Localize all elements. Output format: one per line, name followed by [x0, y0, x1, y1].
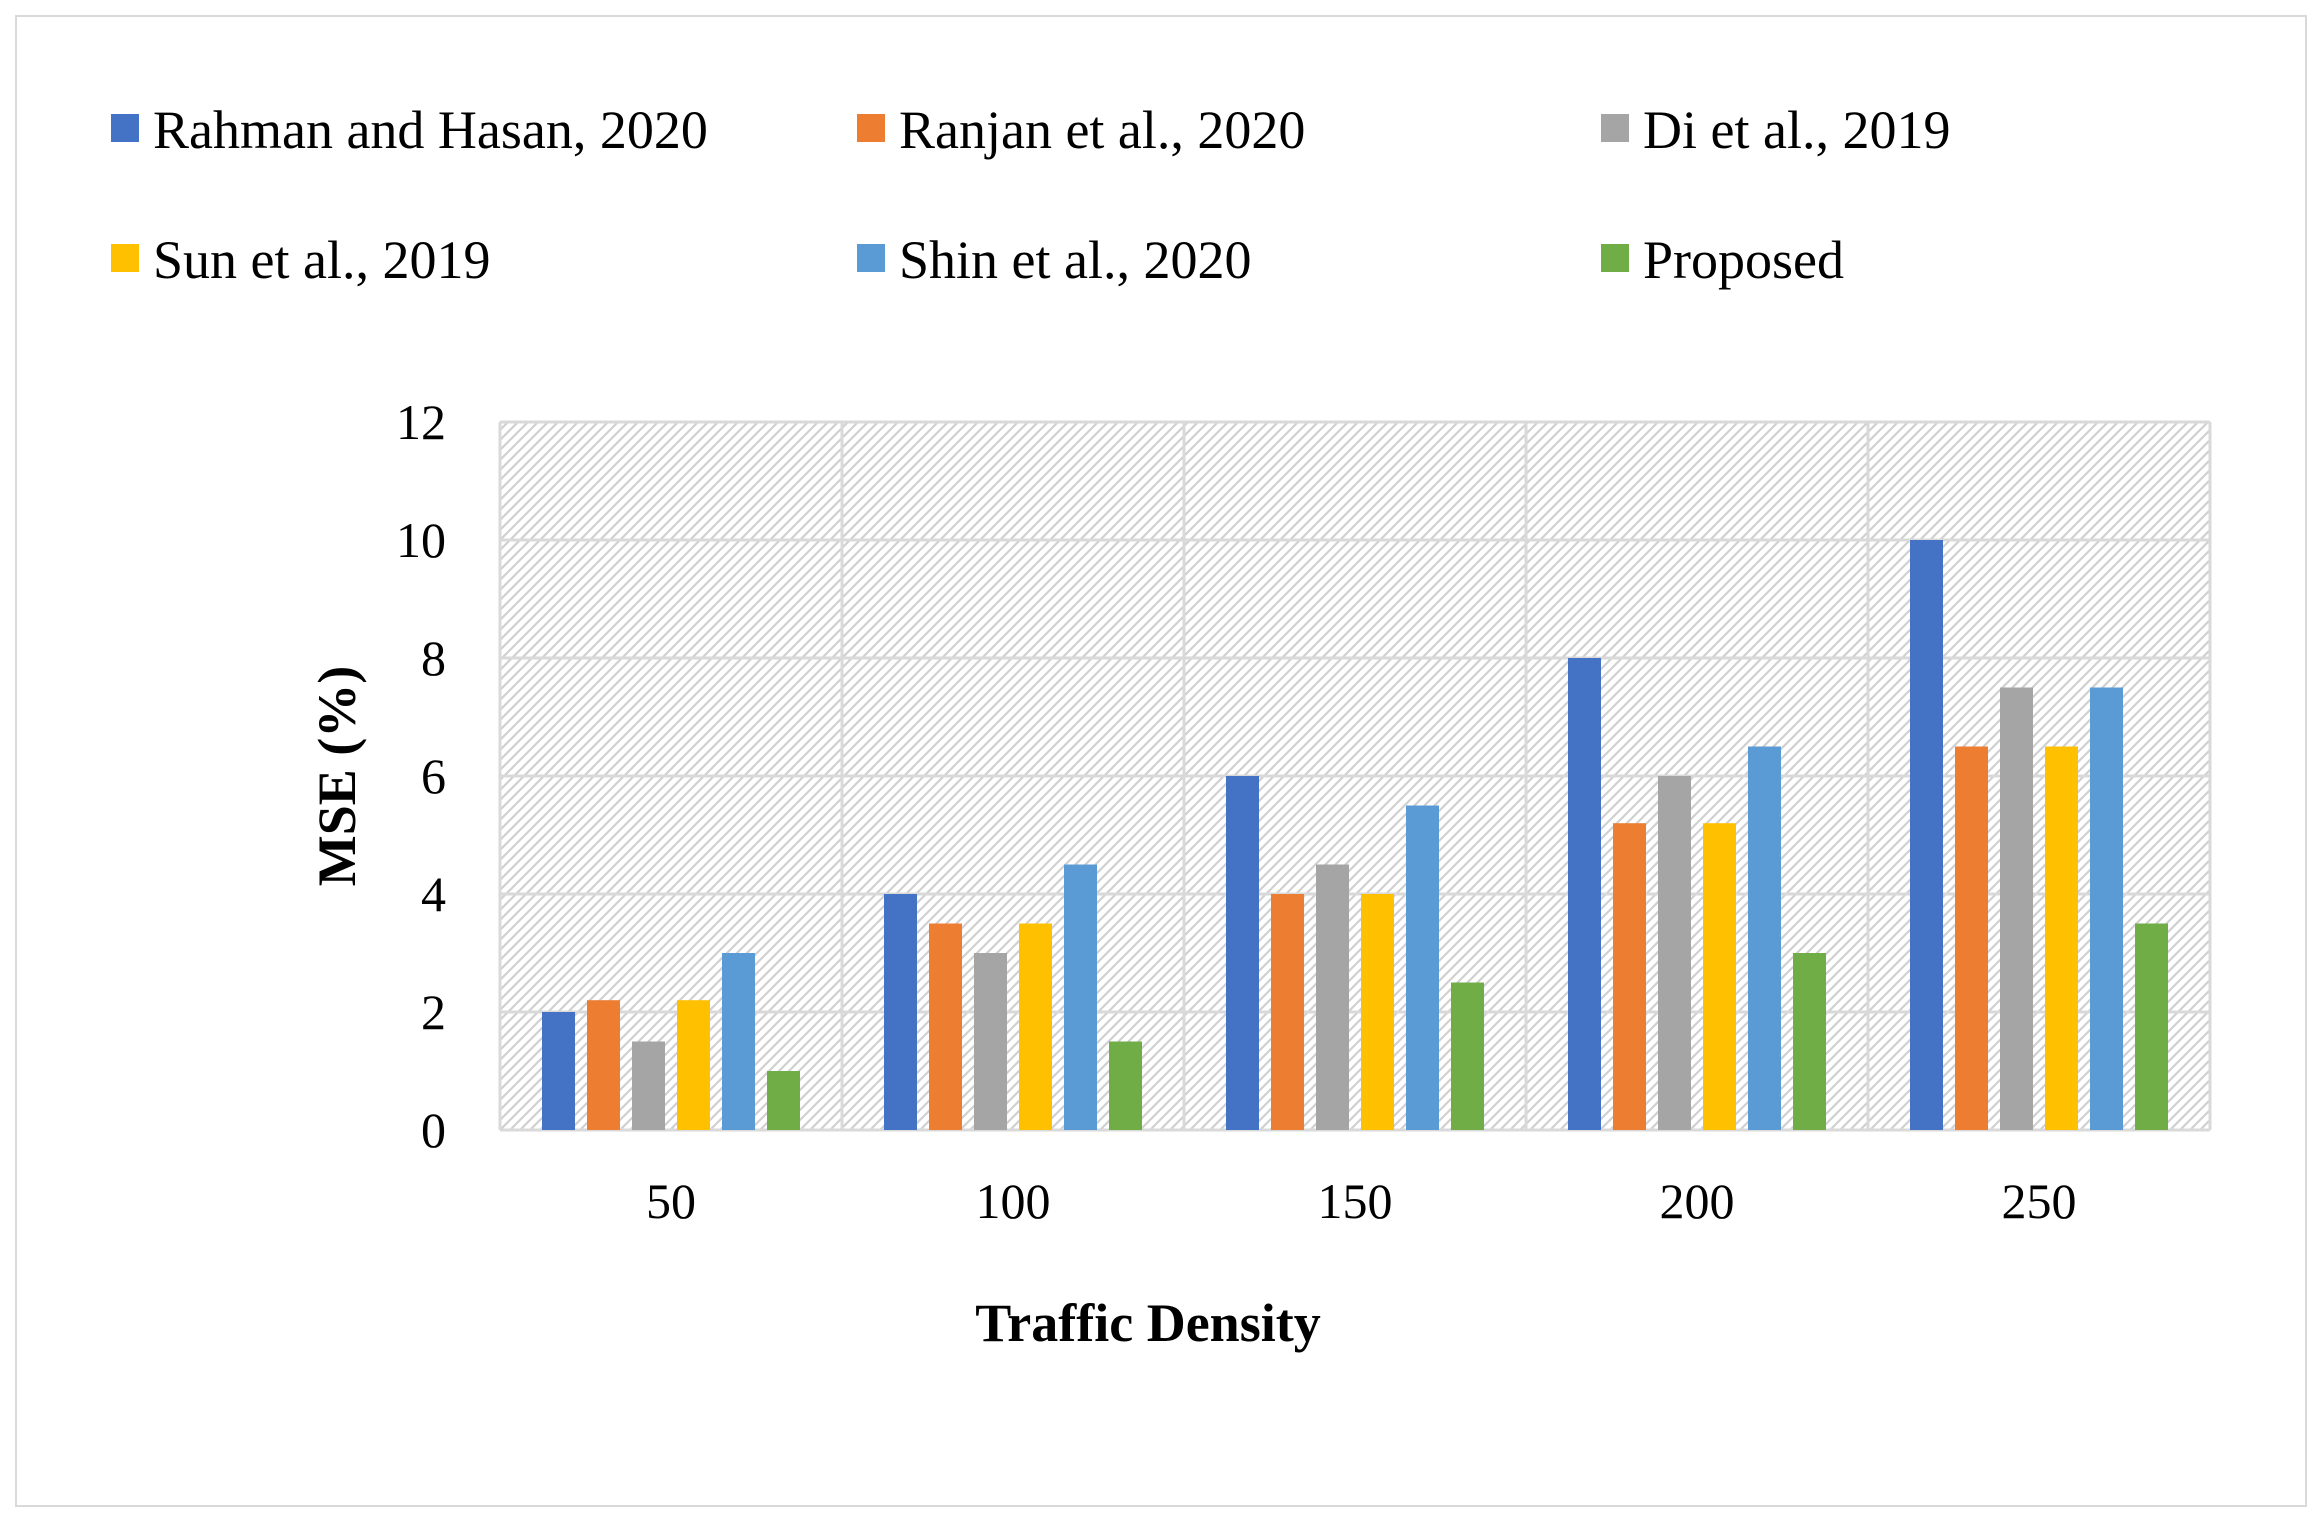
- bar: [722, 953, 755, 1130]
- legend-label: Rahman and Hasan, 2020: [153, 100, 708, 160]
- bar: [1019, 923, 1052, 1130]
- legend-item: Proposed: [1601, 230, 1844, 290]
- legend-swatch: [111, 244, 139, 272]
- x-tick-label: 100: [976, 1173, 1051, 1229]
- bar: [1271, 894, 1304, 1130]
- legend-item: Di et al., 2019: [1601, 100, 1950, 160]
- legend-swatch: [1601, 114, 1629, 142]
- x-tick-label: 250: [2002, 1173, 2077, 1229]
- bar: [1748, 746, 1781, 1130]
- bar: [2000, 687, 2033, 1130]
- bar: [2135, 923, 2168, 1130]
- legend-swatch: [857, 244, 885, 272]
- x-tick-label: 50: [646, 1173, 696, 1229]
- x-tick-label: 200: [1660, 1173, 1735, 1229]
- bar: [1109, 1041, 1142, 1130]
- bar: [1064, 864, 1097, 1130]
- legend-label: Sun et al., 2019: [153, 230, 490, 290]
- bar: [1316, 864, 1349, 1130]
- y-axis-title: MSE (%): [307, 666, 367, 886]
- bar: [1793, 953, 1826, 1130]
- bar: [632, 1041, 665, 1130]
- legend-swatch: [1601, 244, 1629, 272]
- bar: [1226, 776, 1259, 1130]
- y-axis-ticks: 0 2 4 6 8 10 12: [396, 394, 446, 1158]
- legend-label: Di et al., 2019: [1643, 100, 1950, 160]
- y-tick-label: 0: [421, 1102, 446, 1158]
- bar: [767, 1071, 800, 1130]
- legend: Rahman and Hasan, 2020 Ranjan et al., 20…: [111, 100, 1950, 290]
- legend-swatch: [857, 114, 885, 142]
- legend-item: Shin et al., 2020: [857, 230, 1251, 290]
- bar: [2090, 687, 2123, 1130]
- bar: [587, 1000, 620, 1130]
- x-tick-label: 150: [1318, 1173, 1393, 1229]
- bar: [677, 1000, 710, 1130]
- bar: [542, 1012, 575, 1130]
- x-axis-title: Traffic Density: [975, 1293, 1320, 1353]
- bar: [1568, 658, 1601, 1130]
- legend-label: Shin et al., 2020: [899, 230, 1251, 290]
- legend-item: Rahman and Hasan, 2020: [111, 100, 708, 160]
- legend-item: Ranjan et al., 2020: [857, 100, 1305, 160]
- bar: [1361, 894, 1394, 1130]
- y-tick-label: 6: [421, 748, 446, 804]
- bar: [1955, 746, 1988, 1130]
- y-tick-label: 4: [421, 866, 446, 922]
- y-tick-label: 2: [421, 984, 446, 1040]
- bar: [929, 923, 962, 1130]
- bar: [1703, 823, 1736, 1130]
- legend-label: Ranjan et al., 2020: [899, 100, 1305, 160]
- bar: [884, 894, 917, 1130]
- bar: [1658, 776, 1691, 1130]
- y-tick-label: 10: [396, 512, 446, 568]
- bar: [1613, 823, 1646, 1130]
- y-tick-label: 8: [421, 630, 446, 686]
- bar: [1451, 982, 1484, 1130]
- y-tick-label: 12: [396, 394, 446, 450]
- bar: [1406, 805, 1439, 1130]
- legend-swatch: [111, 114, 139, 142]
- bar: [974, 953, 1007, 1130]
- bars: [542, 540, 2168, 1130]
- bar: [2045, 746, 2078, 1130]
- legend-label: Proposed: [1643, 230, 1844, 290]
- legend-item: Sun et al., 2019: [111, 230, 490, 290]
- x-axis-ticks: 50 100 150 200 250: [646, 1173, 2077, 1229]
- bar: [1910, 540, 1943, 1130]
